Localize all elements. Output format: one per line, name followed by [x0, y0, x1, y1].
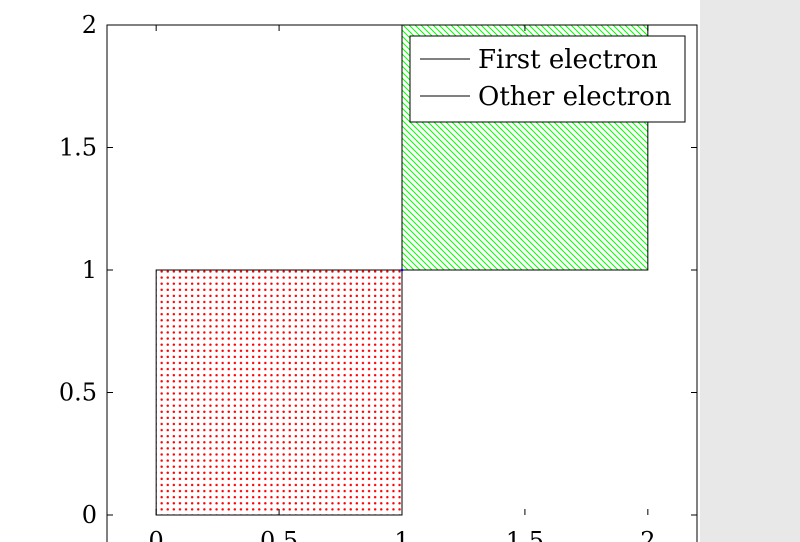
corner-point — [400, 268, 404, 272]
legend-entry: First electron — [478, 45, 658, 75]
y-tick-label: 1.5 — [59, 134, 97, 162]
x-tick-label: 2 — [640, 527, 655, 542]
legend-entry: Other electron — [478, 82, 672, 112]
x-tick-label: 1 — [394, 527, 409, 542]
x-tick-label: 1.5 — [506, 527, 544, 542]
y-tick-label: 0 — [82, 501, 97, 529]
y-tick-label: 0.5 — [59, 379, 97, 407]
y-tick-label: 2 — [82, 11, 97, 39]
figure-page: 0 0.5 1 1.5 2 0 0.5 1 1.5 2 First electron Other e… — [0, 0, 700, 542]
legend-box — [409, 35, 686, 123]
y-tick-label: 1 — [82, 256, 97, 284]
region-plot: 0 0.5 1 1.5 2 0 0.5 1 1.5 2 First electron Other e… — [59, 11, 698, 542]
x-tick-label: 0 — [149, 527, 164, 542]
region-first-electron — [155, 269, 403, 516]
x-tick-label: 0.5 — [260, 527, 298, 542]
